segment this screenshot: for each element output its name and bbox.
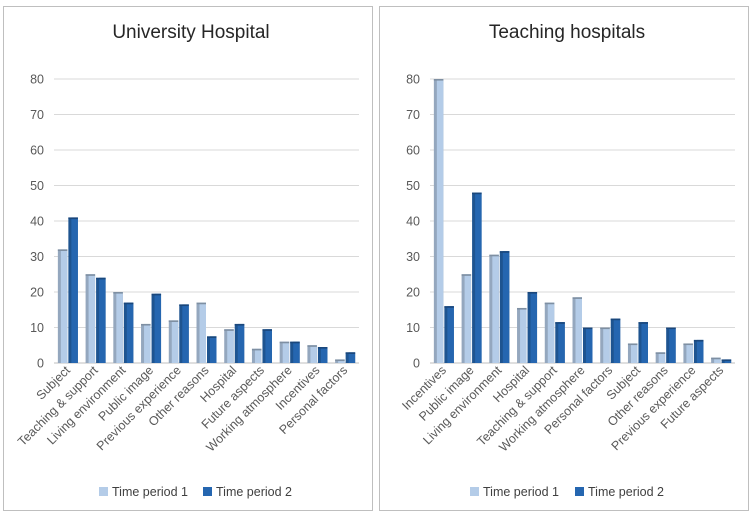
legend-swatch-period-2 <box>575 487 584 496</box>
bar-period-1 <box>196 302 206 363</box>
y-tick-label: 60 <box>406 144 420 158</box>
bar-period-2 <box>290 341 300 363</box>
bar-period-2 <box>151 293 162 363</box>
bar-period-1 <box>279 341 290 363</box>
y-tick-label: 80 <box>30 73 44 87</box>
y-tick-label: 40 <box>30 215 44 229</box>
bar-period-1 <box>85 274 96 363</box>
bar-period-1 <box>141 323 151 363</box>
bar-period-1 <box>627 343 638 363</box>
legend-label-period-2: Time period 2 <box>216 485 292 499</box>
bar-period-1 <box>113 292 123 363</box>
chart-panel-university-hospital: University Hospital 0 10 20 30 40 50 60 70 80 Su… <box>3 6 373 511</box>
bar-period-1 <box>335 359 345 363</box>
y-tick-label: 10 <box>406 321 420 335</box>
bar-period-1 <box>655 352 666 363</box>
y-tick-label: 0 <box>37 357 44 371</box>
y-tick-label: 10 <box>30 321 44 335</box>
bar-period-2 <box>317 347 328 363</box>
bar-period-2 <box>693 339 704 363</box>
bar-period-1 <box>517 307 527 363</box>
bar-period-1 <box>572 297 582 363</box>
chart-title: Teaching hospitals <box>489 22 645 43</box>
y-tick-label: 60 <box>30 144 44 158</box>
bar-period-2 <box>179 304 189 363</box>
bar-period-2 <box>262 329 272 363</box>
bar-period-2 <box>610 318 621 363</box>
bar-period-2 <box>721 359 732 363</box>
legend-label-period-2: Time period 2 <box>588 485 664 499</box>
y-tick-label: 70 <box>406 108 420 122</box>
bar-period-1 <box>57 249 68 363</box>
bar-period-1 <box>600 327 610 363</box>
bar-period-2 <box>555 322 565 363</box>
y-tick-label: 50 <box>406 179 420 193</box>
legend: Time period 1 Time period 2 <box>470 485 664 499</box>
bar-period-1 <box>224 329 234 363</box>
bar-period-1 <box>544 302 555 363</box>
y-tick-label: 70 <box>30 108 44 122</box>
y-tick-label: 40 <box>406 215 420 229</box>
legend-swatch-period-2 <box>203 487 212 496</box>
bar-period-1 <box>489 254 499 363</box>
y-tick-label: 30 <box>406 250 420 264</box>
bar-period-2 <box>638 322 648 363</box>
bar-period-1 <box>683 343 693 363</box>
y-tick-label: 0 <box>413 357 420 371</box>
legend-swatch-period-1 <box>470 487 479 496</box>
bar-period-2 <box>68 217 78 363</box>
bar-period-2 <box>583 327 593 363</box>
bar-period-2 <box>96 277 106 363</box>
bar-period-2 <box>444 306 454 363</box>
y-tick-label: 30 <box>30 250 44 264</box>
legend: Time period 1 Time period 2 <box>99 485 292 499</box>
bar-period-2 <box>527 292 538 363</box>
bar-period-2 <box>666 327 676 363</box>
bar-period-1 <box>251 348 262 363</box>
bar-period-2 <box>207 336 217 363</box>
bar-period-1 <box>433 79 444 363</box>
bar-period-2 <box>123 302 134 363</box>
bar-period-1 <box>168 320 179 363</box>
legend-label-period-1: Time period 1 <box>483 485 559 499</box>
bar-period-1 <box>307 345 317 363</box>
legend-swatch-period-1 <box>99 487 108 496</box>
bar-period-2 <box>345 352 356 363</box>
bar-period-1 <box>711 357 721 363</box>
bar-period-2 <box>499 251 510 363</box>
bar-period-1 <box>461 274 472 363</box>
chart-panel-teaching-hospitals: Teaching hospitals 0 10 20 30 40 50 60 70 80 Inc… <box>379 6 749 511</box>
y-tick-label: 20 <box>406 286 420 300</box>
bar-period-2 <box>472 192 482 363</box>
y-tick-label: 80 <box>406 73 420 87</box>
legend-label-period-1: Time period 1 <box>112 485 188 499</box>
bar-period-2 <box>234 323 245 363</box>
chart-title: University Hospital <box>112 22 269 43</box>
y-tick-label: 20 <box>30 286 44 300</box>
y-tick-label: 50 <box>30 179 44 193</box>
